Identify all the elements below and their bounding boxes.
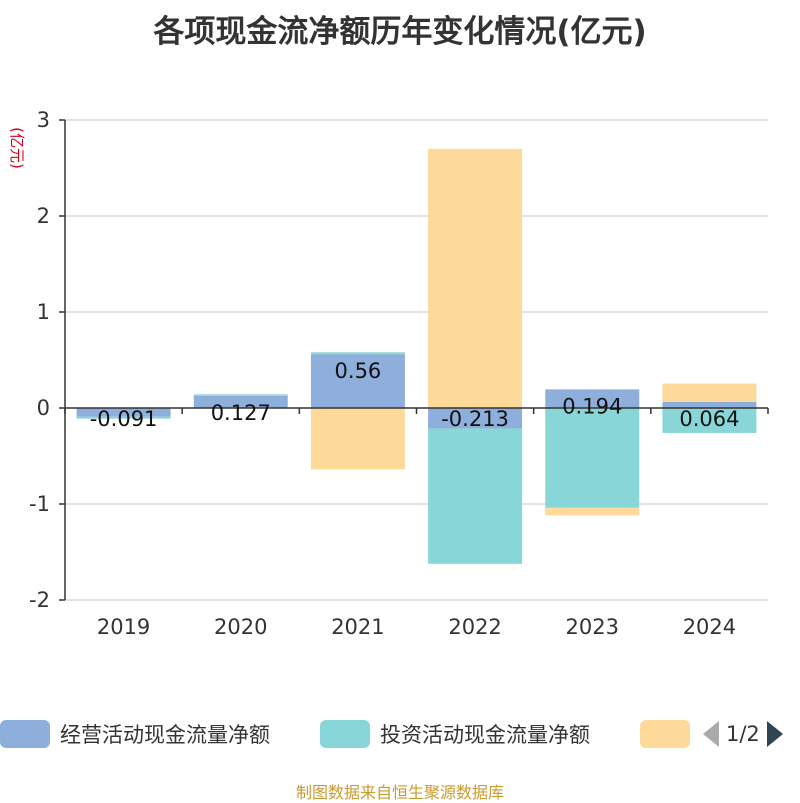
legend-item-financing[interactable]	[640, 716, 690, 752]
legend-pager: 1/2	[702, 716, 784, 752]
bar-2020-series-1	[193, 395, 288, 408]
bar-2021-series-2	[310, 352, 405, 355]
data-label-2023: 0.194	[562, 394, 622, 418]
y-axis-title: (亿元)	[8, 127, 26, 169]
bar-2019-series-1	[76, 408, 171, 417]
x-tick-label-2019: 2019	[97, 615, 150, 639]
y-tick-label: -2	[29, 588, 50, 612]
legend-page-indicator: 1/2	[726, 722, 760, 746]
data-label-2024: 0.064	[679, 407, 739, 431]
bar-2022-series-2	[428, 428, 523, 564]
data-label-2019: -0.091	[90, 407, 158, 431]
legend-swatch-operating	[0, 720, 50, 748]
y-tick-label: -1	[29, 492, 50, 516]
y-tick-label: 1	[37, 300, 50, 324]
legend-item-operating[interactable]: 经营活动现金流量净额	[0, 716, 270, 752]
legend-label-operating: 经营活动现金流量净额	[60, 723, 270, 747]
bar-2020-series-2	[193, 394, 288, 396]
bar-2023-series-3	[545, 507, 640, 516]
legend-label-investing: 投资活动现金流量净额	[380, 723, 590, 747]
x-tick-label-2020: 2020	[214, 615, 267, 639]
bar-2024-series-2	[662, 408, 757, 433]
bar-chart: 3 2 1 0 -1 -2 (亿元) 2019 2020 2021 2022 2023 2024 -0.…	[8, 108, 769, 639]
bar-2024-series-3	[662, 383, 757, 402]
prev-page-icon[interactable]	[702, 720, 720, 748]
data-label-2021: 0.56	[335, 359, 382, 383]
bar-2022-series-1	[428, 408, 523, 429]
y-tick-label: 3	[37, 108, 50, 132]
axes: 3 2 1 0 -1 -2 (亿元) 2019 2020 2021 2022 2023 2024	[8, 108, 769, 639]
legend: 经营活动现金流量净额 投资活动现金流量净额	[0, 716, 800, 752]
x-tick-label-2022: 2022	[448, 615, 501, 639]
bar-2023-series-1	[545, 389, 640, 408]
legend-swatch-investing	[320, 720, 370, 748]
data-source-note: 制图数据来自恒生聚源数据库	[295, 783, 504, 802]
data-label-2022: -0.213	[441, 407, 509, 431]
bars	[76, 148, 757, 564]
y-tick-label: 0	[37, 396, 50, 420]
y-tick-label: 2	[37, 204, 50, 228]
bar-2023-series-2	[545, 408, 640, 508]
x-tick-label-2021: 2021	[331, 615, 384, 639]
bar-2019-series-2	[76, 416, 171, 419]
bar-2021-series-1	[310, 354, 405, 408]
data-labels: -0.091 0.127 0.56 -0.213 0.194 0.064	[90, 359, 740, 431]
legend-swatch-financing	[640, 720, 690, 748]
bar-2022-series-3	[428, 148, 523, 409]
x-tick-label-2023: 2023	[566, 615, 619, 639]
grid	[65, 119, 768, 601]
legend-item-investing[interactable]: 投资活动现金流量净额	[320, 716, 590, 752]
x-tick-label-2024: 2024	[683, 615, 736, 639]
next-page-icon[interactable]	[766, 720, 784, 748]
data-label-2020: 0.127	[211, 401, 271, 425]
bar-2024-series-1	[662, 401, 757, 408]
chart-title: 各项现金流净额历年变化情况(亿元)	[153, 14, 647, 50]
bar-2021-series-3	[310, 408, 405, 470]
